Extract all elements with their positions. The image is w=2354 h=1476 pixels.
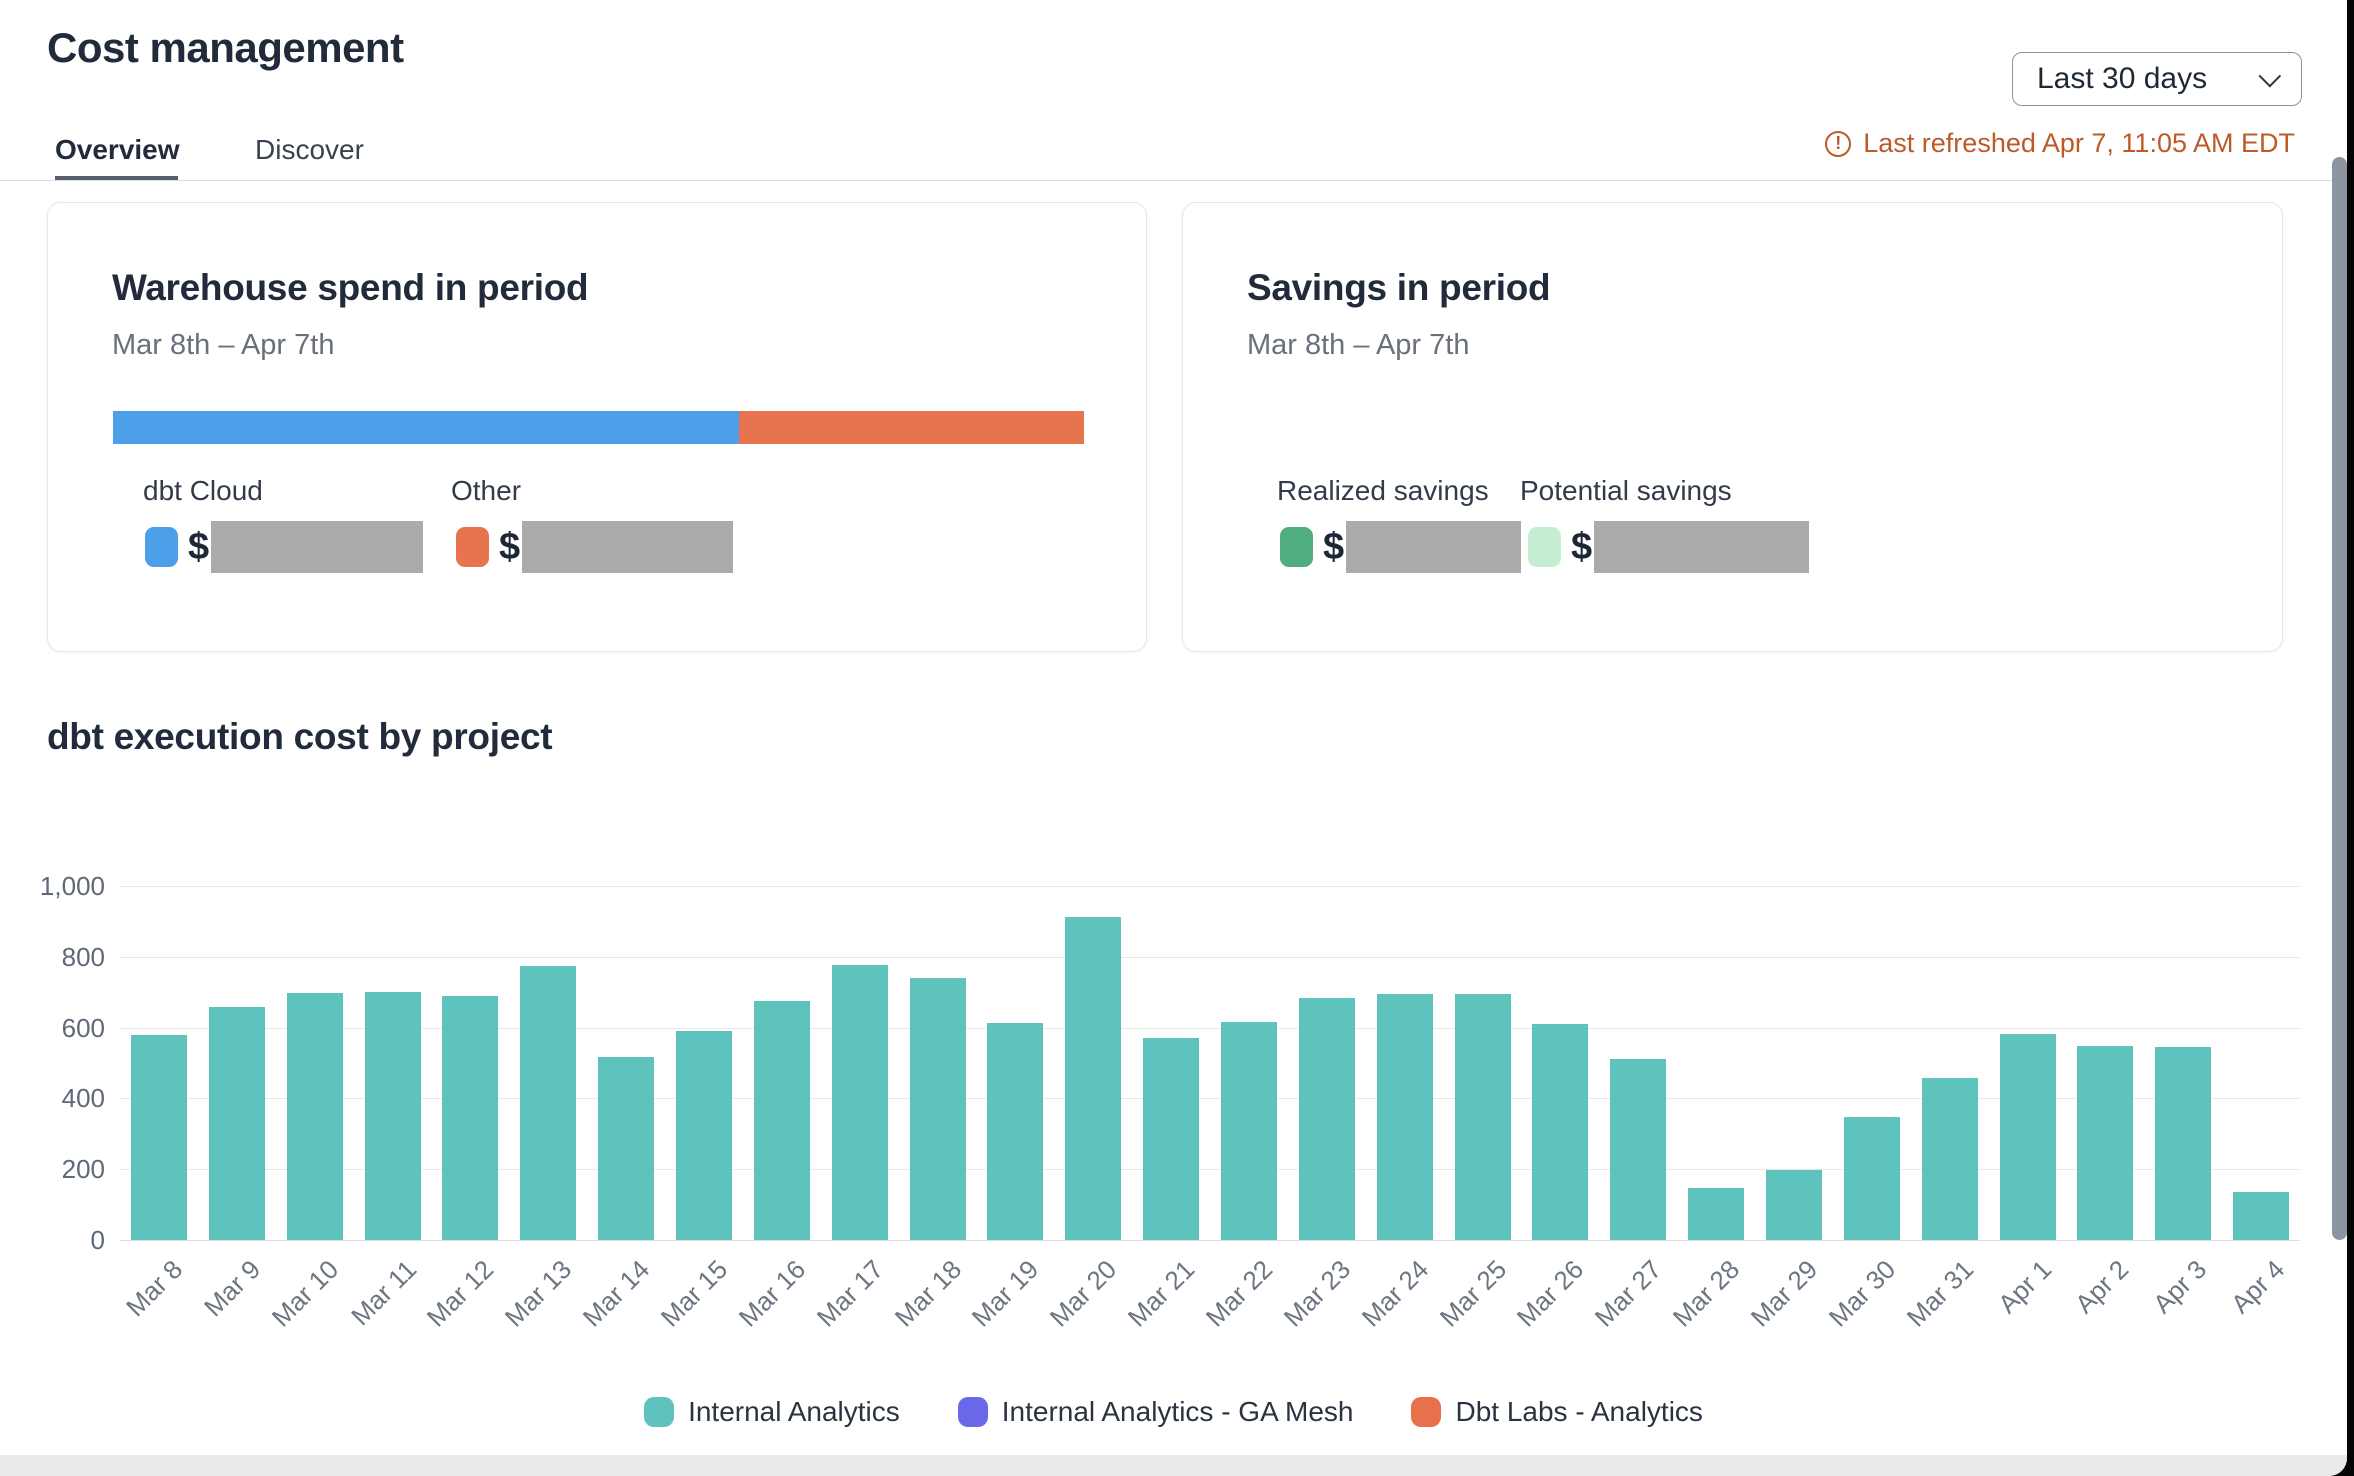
gridline [120,956,2300,958]
chart-bar-mar-22 [1220,1022,1277,1240]
card-date-range: Mar 8th – Apr 7th [1247,329,1470,361]
chevron-down-icon [2258,64,2282,88]
y-axis-tick-label: 400 [61,1083,105,1114]
chart-bar-mar-14 [598,1057,655,1240]
chart-bar-mar-11 [364,992,421,1240]
chart-bar-mar-16 [753,1000,810,1240]
legend-label-potential-savings: Potential savings [1520,475,1732,506]
potential-savings-value: $ [1528,521,1810,573]
chart-bar-mar-26 [1532,1023,1589,1240]
page-title: Cost management [47,24,404,71]
gridline [120,1240,2300,1241]
gridline [120,1098,2300,1100]
other-swatch [456,527,489,567]
y-axis-tick-label: 200 [61,1154,105,1185]
chart-bar-apr-2 [2077,1045,2134,1240]
currency-symbol: $ [1323,525,1345,568]
savings-card: Savings in period Mar 8th – Apr 7th Real… [1182,202,2283,652]
chart-legend: Internal Analytics Internal Analytics - G… [0,1396,2347,1428]
redacted-value [522,521,734,573]
tab-overview[interactable]: Overview [55,134,180,165]
chart-bar-mar-13 [520,966,577,1240]
bottom-panel-edge [0,1455,2347,1476]
legend-label-dbt-cloud: dbt Cloud [143,475,263,506]
chart-bar-mar-17 [831,964,888,1240]
dbt-cloud-value: $ [145,521,424,573]
card-date-range: Mar 8th – Apr 7th [112,329,335,361]
last-refreshed-status: ! Last refreshed Apr 7, 11:05 AM EDT [1825,128,2295,159]
stacked-bar-segment [113,411,740,444]
chart-legend-item[interactable]: Internal Analytics [644,1396,900,1428]
stacked-bar-segment [739,411,1084,444]
legend-label-realized-savings: Realized savings [1277,475,1489,506]
last-refreshed-text: Last refreshed Apr 7, 11:05 AM EDT [1863,128,2295,158]
y-axis-tick-label: 600 [61,1012,105,1043]
legend-swatch [957,1397,988,1427]
realized-savings-value: $ [1280,521,1522,573]
chart-bar-mar-19 [987,1023,1044,1240]
warehouse-spend-card: Warehouse spend in period Mar 8th – Apr … [47,202,1147,652]
header-divider [0,180,2347,181]
gridline [120,1027,2300,1029]
chart-bar-mar-18 [909,978,966,1240]
legend-label: Dbt Labs - Analytics [1455,1396,1703,1427]
chart-bar-mar-31 [1921,1077,1978,1240]
chart-bar-mar-23 [1298,998,1355,1240]
chart-bar-mar-12 [442,996,499,1240]
chart-bar-mar-20 [1065,916,1122,1240]
chart-bar-mar-25 [1454,994,1511,1240]
currency-symbol: $ [1571,525,1593,568]
chart-bar-apr-4 [2233,1192,2290,1240]
alert-circle-icon: ! [1825,130,1852,157]
chart-legend-item[interactable]: Dbt Labs - Analytics [1411,1396,1703,1428]
chart-bar-mar-9 [208,1007,265,1240]
redacted-value [1346,521,1522,573]
date-range-dropdown[interactable]: Last 30 days [2012,52,2302,106]
tab-discover[interactable]: Discover [255,134,364,165]
active-tab-underline [55,176,178,181]
chart-bar-mar-24 [1376,993,1433,1240]
chart-title: dbt execution cost by project [47,716,553,757]
chart-bar-mar-10 [286,993,343,1240]
other-value: $ [456,521,734,573]
date-range-value: Last 30 days [2037,62,2208,95]
realized-savings-swatch [1280,527,1313,567]
chart-bar-apr-1 [1999,1033,2056,1240]
chart-bar-mar-8 [130,1034,187,1240]
bar-chart-plot: 0 200 400 600 800 1,000 Mar 8 Mar 9 Mar 10 Mar 11… [40,871,2300,1332]
gridline [120,886,2300,887]
gridline [120,1169,2300,1171]
vertical-scrollbar-thumb[interactable] [2332,157,2347,1240]
legend-label: Internal Analytics - GA Mesh [1001,1396,1354,1427]
y-axis-tick-label: 0 [90,1225,105,1255]
chart-bar-apr-3 [2155,1047,2212,1240]
y-axis-tick-label: 1,000 [39,871,105,901]
legend-swatch [1411,1397,1442,1427]
currency-symbol: $ [188,525,210,568]
redacted-value [1594,521,1810,573]
redacted-value [211,521,424,573]
chart-legend-item[interactable]: Internal Analytics - GA Mesh [957,1396,1354,1428]
warehouse-spend-stacked-bar [113,411,1084,444]
y-axis-tick-label: 800 [61,941,105,972]
currency-symbol: $ [499,525,521,568]
dbt-cloud-swatch [145,527,178,567]
legend-label: Internal Analytics [688,1396,900,1427]
potential-savings-swatch [1528,527,1561,567]
chart-bar-mar-30 [1843,1117,1900,1240]
chart-bar-mar-21 [1143,1038,1200,1240]
card-title: Warehouse spend in period [112,267,589,308]
legend-swatch [644,1397,675,1427]
card-title: Savings in period [1247,267,1551,308]
legend-label-other: Other [451,475,522,506]
chart-bar-mar-15 [675,1031,732,1240]
chart-bar-mar-28 [1688,1188,1745,1240]
chart-bar-mar-29 [1765,1170,1822,1240]
chart-bar-mar-27 [1610,1059,1667,1240]
